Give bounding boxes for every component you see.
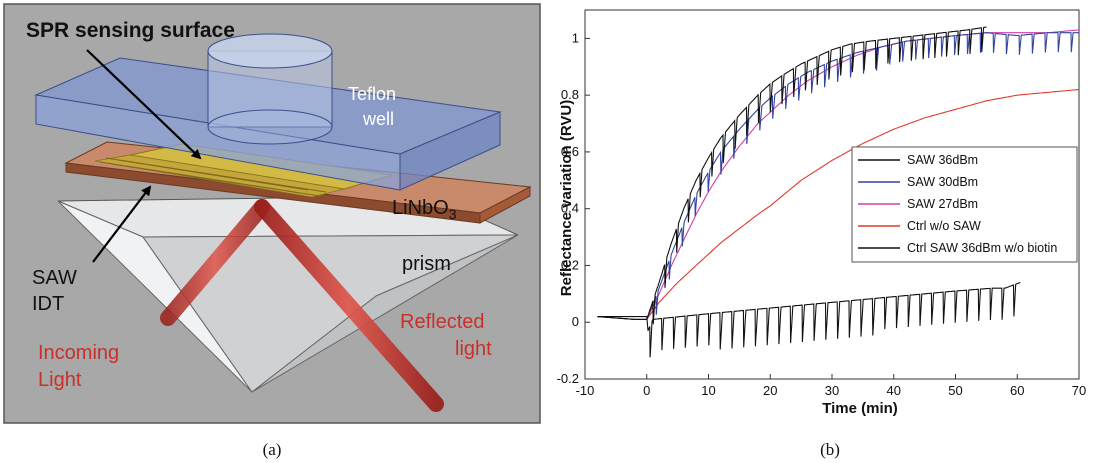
spr-arrow: [86, 49, 202, 160]
label-teflon: Teflon: [348, 84, 396, 104]
label-spr-surface: SPR sensing surface: [26, 19, 235, 42]
label-well: well: [362, 109, 394, 129]
x-tick-label: 20: [763, 383, 777, 398]
teflon-well-block: [34, 33, 502, 191]
y-tick-label: 0.6: [561, 144, 579, 159]
caption-a: (a): [263, 440, 282, 459]
y-axis-ticks: -0.2 0 0.2 0.4 0.6 0.8 1: [557, 30, 590, 386]
x-tick-label: -10: [576, 383, 595, 398]
y-tick-label: 0.2: [561, 257, 579, 272]
y-tick-label: 0.8: [561, 87, 579, 102]
x-axis-ticks: -10 0 10 20 30 40 50 60 70: [576, 374, 1086, 398]
x-tick-label: 30: [825, 383, 839, 398]
y-tick-label: 0: [572, 314, 579, 329]
panel-b-chart: -10 0 10 20 30 40 50 60 70 -0.2 0 0.2 0.4 0.6 0.8 1 SA…: [557, 9, 1086, 417]
x-tick-label: 40: [887, 383, 901, 398]
label-linbo3-subscript: 3: [449, 206, 457, 222]
label-idt: IDT: [32, 293, 64, 315]
idt-electrodes: [99, 157, 327, 197]
y-tick-label: 1: [572, 30, 579, 45]
label-reflected-2: light: [455, 338, 492, 360]
series-line-3: [597, 88, 1080, 320]
label-linbo3: LiNbO3: [392, 197, 457, 222]
legend-entry-0: SAW 36dBm: [907, 153, 978, 167]
label-incoming-2: Light: [38, 369, 82, 391]
label-saw: SAW: [32, 267, 77, 289]
series-layer: [597, 26, 1080, 358]
y-axis-label: Reflectance variation (RVU): [558, 100, 575, 296]
label-reflected-1: Reflected: [400, 311, 485, 333]
x-tick-label: 50: [948, 383, 962, 398]
x-axis-label: Time (min): [822, 400, 898, 417]
idt-arrow: [92, 185, 152, 263]
legend-entry-4: Ctrl SAW 36dBm w/o biotin: [907, 241, 1057, 255]
y-tick-label: 0.4: [561, 201, 579, 216]
teflon-cylinder-well: [207, 33, 333, 145]
x-tick-label: 60: [1010, 383, 1024, 398]
x-tick-label: 70: [1072, 383, 1086, 398]
x-tick-label: 10: [701, 383, 715, 398]
legend-entry-1: SAW 30dBm: [907, 175, 978, 189]
caption-b: (b): [820, 440, 840, 459]
legend: SAW 36dBm SAW 30dBm SAW 27dBm Ctrl w/o SAW C…: [851, 146, 1078, 263]
legend-entry-3: Ctrl w/o SAW: [907, 219, 981, 233]
incoming-beam: [160, 199, 270, 326]
label-linbo3-main: LiNbO: [392, 197, 449, 219]
series-line-4: [597, 281, 1021, 358]
panel-a-schematic: SPR sensing surface Teflon well LiNbO3 S…: [3, 3, 541, 424]
label-prism: prism: [402, 253, 451, 275]
legend-entry-2: SAW 27dBm: [907, 197, 978, 211]
series-line-2: [597, 29, 1080, 320]
label-incoming-1: Incoming: [38, 342, 119, 364]
y-tick-label: -0.2: [557, 371, 579, 386]
x-tick-label: 0: [643, 383, 650, 398]
reflected-beam: [254, 199, 444, 412]
light-beams: [160, 199, 444, 412]
series-line-0: [597, 26, 987, 325]
